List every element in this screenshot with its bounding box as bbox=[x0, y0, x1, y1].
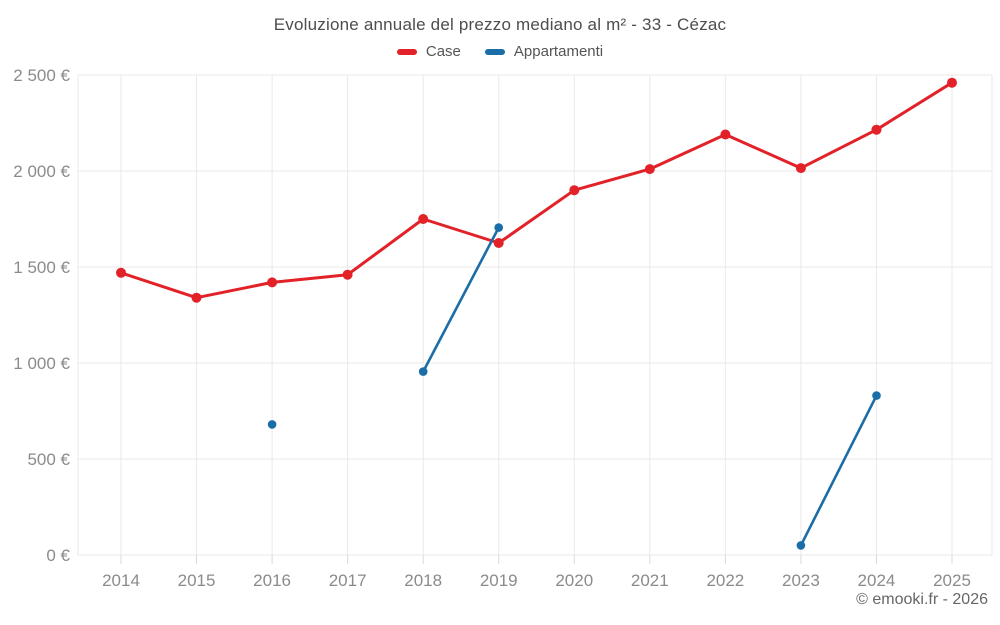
legend-swatch-case-icon bbox=[396, 48, 417, 55]
series-line-case bbox=[119, 81, 954, 300]
x-axis-tick-label: 2020 bbox=[555, 571, 593, 590]
x-axis-tick-label: 2017 bbox=[329, 571, 367, 590]
x-axis-tick-label: 2019 bbox=[480, 571, 518, 590]
data-point-case bbox=[795, 163, 806, 174]
x-axis-tick-label: 2025 bbox=[933, 571, 971, 590]
data-point-case bbox=[871, 124, 882, 135]
x-axis-tick-label: 2015 bbox=[178, 571, 216, 590]
y-axis-tick-label: 2 500 € bbox=[13, 66, 70, 85]
data-point-appartamenti bbox=[494, 223, 504, 232]
legend-item-appartamenti[interactable]: Appartamenti bbox=[484, 43, 604, 60]
y-axis-tick-label: 0 € bbox=[46, 546, 70, 565]
data-point-appartamenti bbox=[872, 391, 881, 400]
legend-item-case[interactable]: Case bbox=[396, 43, 461, 60]
x-axis-tick-label: 2018 bbox=[404, 571, 442, 590]
x-axis-tick-label: 2023 bbox=[782, 571, 820, 590]
data-point-case bbox=[644, 164, 655, 175]
data-point-case bbox=[947, 77, 957, 88]
legend: Case Appartamenti bbox=[0, 43, 1000, 60]
data-point-case bbox=[720, 129, 731, 140]
y-axis-tick-label: 2 000 € bbox=[13, 162, 70, 181]
x-axis-tick-label: 2024 bbox=[858, 571, 896, 590]
series-line-appartamenti bbox=[799, 394, 878, 547]
data-point-case bbox=[116, 267, 126, 278]
x-axis-tick-label: 2014 bbox=[102, 571, 140, 590]
data-point-case bbox=[342, 269, 353, 280]
legend-label-case: Case bbox=[425, 43, 461, 60]
x-axis-tick-label: 2016 bbox=[253, 571, 291, 590]
data-point-case bbox=[267, 277, 278, 288]
y-axis-tick-label: 500 € bbox=[27, 450, 70, 469]
data-point-appartamenti bbox=[796, 541, 806, 550]
data-point-case bbox=[191, 292, 202, 303]
series-line-appartamenti bbox=[421, 226, 500, 373]
y-axis-tick-label: 1 500 € bbox=[13, 258, 70, 277]
data-point-appartamenti bbox=[267, 420, 277, 429]
data-point-case bbox=[418, 214, 429, 224]
data-point-case bbox=[493, 238, 504, 248]
x-axis-tick-label: 2021 bbox=[631, 571, 669, 590]
data-point-appartamenti bbox=[418, 367, 428, 376]
y-axis-tick-label: 1 000 € bbox=[13, 354, 70, 373]
legend-swatch-appartamenti-icon bbox=[484, 48, 505, 55]
chart-title: Evoluzione annuale del prezzo mediano al… bbox=[273, 15, 727, 34]
x-axis-tick-label: 2022 bbox=[706, 571, 744, 590]
data-point-case bbox=[569, 185, 580, 196]
copyright: © emooki.fr - 2026 bbox=[856, 591, 988, 608]
legend-label-appartamenti: Appartamenti bbox=[513, 43, 604, 60]
